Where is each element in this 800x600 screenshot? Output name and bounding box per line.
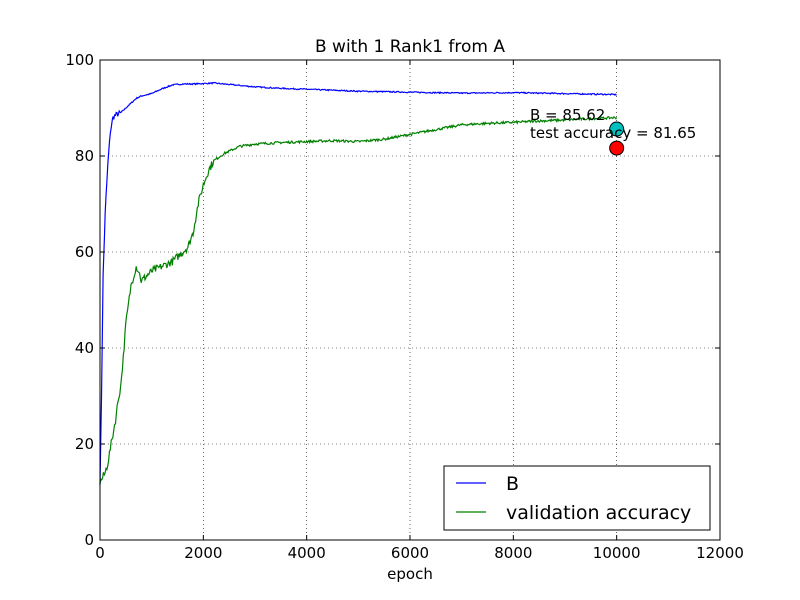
y-tick-label: 20 — [75, 435, 94, 453]
grid — [100, 60, 720, 540]
legend-label-1: validation accuracy — [506, 502, 691, 524]
y-tick-label: 100 — [65, 51, 94, 69]
x-tick-label: 10000 — [593, 544, 641, 562]
x-tick-label: 2000 — [184, 544, 222, 562]
x-axis-label: epoch — [387, 565, 433, 583]
result-marker-1 — [609, 140, 625, 156]
annotation-0: B = 85.62 — [530, 106, 605, 124]
x-tick-label: 12000 — [696, 544, 744, 562]
y-tick-label: 0 — [84, 531, 94, 549]
legend-label-0: B — [506, 473, 519, 495]
chart-title: B with 1 Rank1 from A — [315, 37, 505, 57]
x-tick-label: 8000 — [494, 544, 532, 562]
series-line-1 — [99, 116, 618, 484]
result-marker-0 — [609, 121, 625, 137]
marker-layer — [609, 121, 625, 156]
legend-box — [443, 465, 711, 531]
x-tick-label: 6000 — [391, 544, 429, 562]
x-tick-label: 0 — [95, 544, 105, 562]
y-tick-label: 80 — [75, 147, 94, 165]
y-tick-label: 60 — [75, 243, 94, 261]
annotation-1: test accuracy = 81.65 — [530, 124, 696, 142]
series-layer — [99, 81, 618, 486]
x-tick-label: 4000 — [288, 544, 326, 562]
series-line-0 — [99, 81, 617, 486]
y-tick-label: 40 — [75, 339, 94, 357]
tick-layer: 0 2000 4000 6000 8000 10000 12000 0 20 40 60 80 100 — [65, 51, 744, 562]
